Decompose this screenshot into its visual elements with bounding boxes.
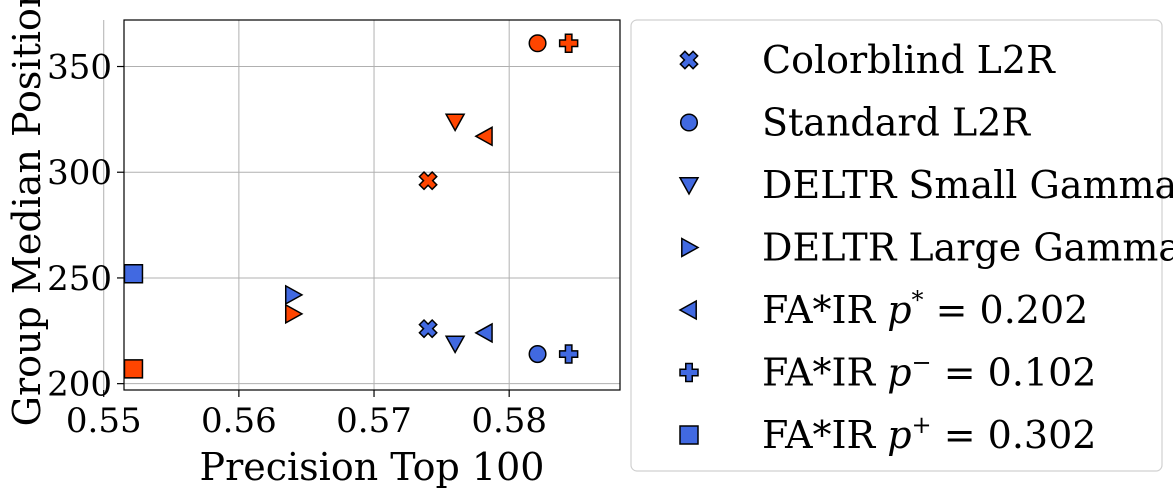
legend-label: Standard L2R [762,101,1031,145]
legend-label: DELTR Large Gamma [762,226,1173,270]
legend-item: Standard L2R [679,101,1031,145]
legend-frame [630,19,1163,472]
data-point [444,113,466,133]
y-tick-label: 200 [47,365,112,405]
x-tick-label: 0.56 [201,401,277,441]
legend-marker [679,50,699,70]
data-point [474,322,493,344]
y-tick-label: 300 [47,153,112,193]
data-point [418,170,438,191]
legend-sup: − [912,349,932,377]
legend-var: p [887,413,911,457]
data-point [558,344,579,364]
legend-sup: * [912,286,924,314]
data-point [418,318,438,339]
legend-value: = 0.202 [924,288,1089,332]
data-point [528,345,547,364]
legend-value: = 0.102 [932,351,1097,395]
legend-marker [679,362,699,383]
legend-item: DELTR Small Gamma [678,163,1173,207]
legend-label: FA*IR p− = 0.102 [762,349,1096,395]
legend-value: = 0.302 [932,413,1097,457]
legend: Colorblind L2R Standard L2R DELTR Small Ga… [630,19,1173,472]
x-tick-label: 0.58 [471,401,547,441]
data-point [474,126,493,147]
data-point [528,34,547,53]
legend-var: p [887,288,911,332]
legend-marker [679,113,699,132]
legend-item: FA*IR p+ = 0.302 [679,411,1096,457]
legend-sup: + [912,411,932,439]
data-point [123,263,144,284]
legend-label: FA*IR p* = 0.202 [762,286,1088,332]
data-point [284,303,304,325]
x-axis-label: Precision Top 100 [200,445,545,489]
y-axis-label: Group Median Position [5,0,49,426]
legend-item: FA*IR p* = 0.202 [678,286,1088,332]
legend-item: FA*IR p− = 0.102 [679,349,1096,395]
legend-label: DELTR Small Gamma [762,163,1173,207]
legend-item: Colorblind L2R [679,38,1056,82]
ticks-layer: 0.55 0.56 0.57 0.58 200 250 300 350 [47,48,547,441]
legend-marker [679,425,699,445]
legend-marker [678,177,700,196]
data-point [558,33,579,54]
legend-marker [681,237,700,258]
grid-layer [103,20,620,390]
plot-frame [123,19,621,391]
y-tick-label: 250 [47,259,112,299]
points-layer [123,33,579,379]
legend-label: FA*IR p+ = 0.302 [762,411,1096,457]
legend-items: Colorblind L2R Standard L2R DELTR Small Ga… [678,38,1173,457]
x-tick-label: 0.57 [336,401,412,441]
legend-marker [678,299,697,321]
x-tick-label: 0.55 [66,401,142,441]
data-point [284,284,304,306]
data-point [123,359,144,379]
legend-label: Colorblind L2R [762,38,1056,82]
y-tick-label: 350 [47,48,112,88]
legend-item: DELTR Large Gamma [681,226,1173,270]
data-point [444,335,466,355]
legend-var: p [887,351,911,395]
